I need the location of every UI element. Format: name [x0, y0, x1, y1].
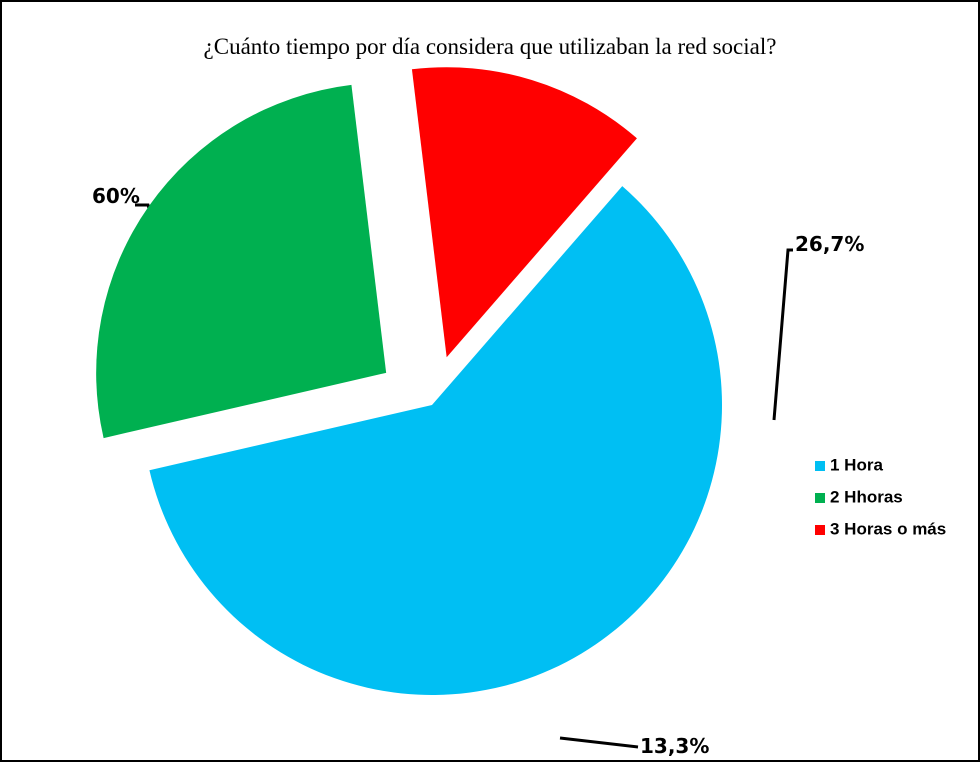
pie-slice [411, 67, 637, 358]
data-label: 60% [92, 184, 140, 208]
leader-line [772, 248, 793, 421]
legend-swatch [815, 525, 825, 535]
chart-title: ¿Cuánto tiempo por día considera que uti… [204, 34, 777, 59]
legend-swatch [815, 493, 825, 503]
pie-slice [96, 84, 387, 439]
legend-label: 1 Hora [830, 455, 883, 474]
leader-line [559, 736, 639, 749]
data-label: 26,7% [795, 232, 864, 256]
legend-label: 2 Hhoras [830, 487, 903, 506]
pie-slice [149, 186, 722, 695]
legend-swatch [815, 461, 825, 471]
legend-label: 3 Horas o más [830, 519, 946, 538]
data-label: 13,3% [640, 734, 709, 758]
